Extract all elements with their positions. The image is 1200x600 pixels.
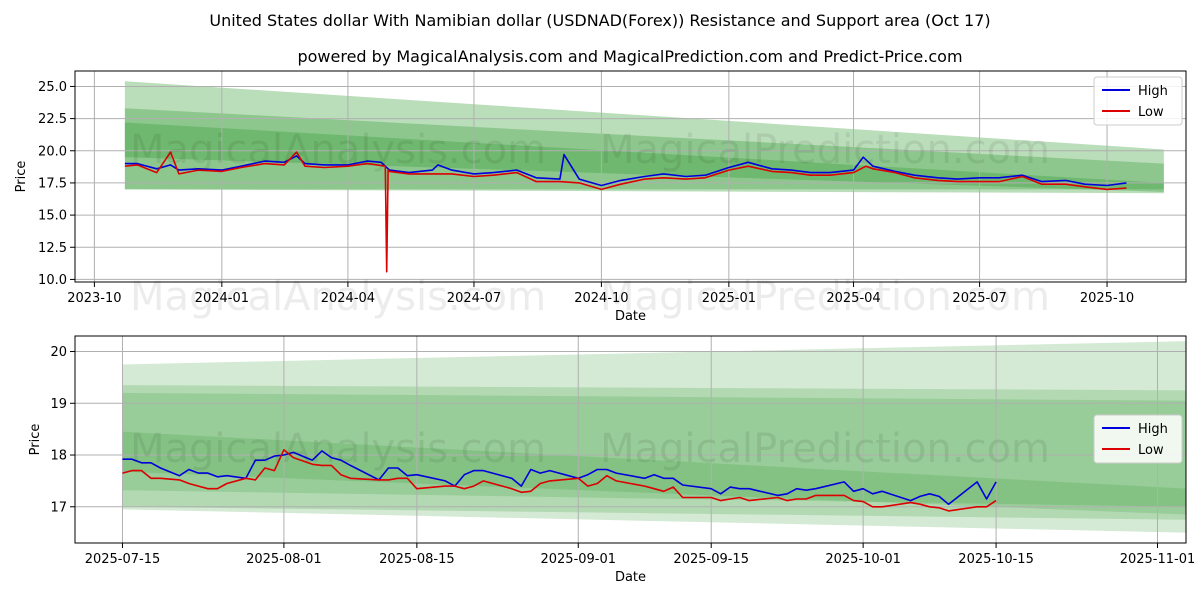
y-axis-label: Price [14, 161, 29, 193]
x-tick-label: 2025-08-15 [379, 552, 455, 567]
x-tick-label: 2025-11-01 [1120, 552, 1196, 567]
x-tick-label: 2025-07-15 [85, 552, 161, 567]
y-tick-label: 20 [50, 345, 67, 360]
x-tick-label: 2024-04 [321, 291, 375, 306]
x-tick-label: 2024-01 [195, 291, 249, 306]
chart-subtitle: powered by MagicalAnalysis.com and Magic… [297, 47, 962, 66]
x-tick-label: 2025-01 [702, 291, 756, 306]
series-line-high [124, 153, 1127, 187]
band-area [122, 385, 1186, 520]
x-axis-label: Date [615, 570, 646, 585]
y-tick-label: 12.5 [38, 241, 67, 256]
plot-frame [74, 70, 1187, 283]
legend-label-low: Low [1138, 443, 1164, 458]
y-tick-label: 17.5 [38, 176, 67, 191]
band-area [122, 341, 1186, 533]
band-area [122, 431, 1186, 515]
watermark-prediction-bottom: MagicalPrediction.com [600, 426, 1050, 472]
bottom-panel: 2025-07-15 2025-08-01 2025-08-15 2025-09-01… [28, 335, 1196, 585]
y-tick-label: 17 [50, 500, 67, 515]
plot-frame [74, 335, 1187, 544]
x-tick-label: 2024-10 [574, 291, 628, 306]
watermark-analysis-top-inner: MagicalAnalysis.com [130, 127, 546, 173]
x-tick-label: 2025-10-01 [825, 552, 901, 567]
y-tick-label: 15.0 [38, 209, 67, 224]
series-line-low [122, 449, 997, 512]
legend-label-low: Low [1138, 105, 1164, 120]
watermark-analysis-bottom: MagicalAnalysis.com [130, 426, 546, 472]
y-tick-label: 10.0 [38, 273, 67, 288]
x-tick-label: 2025-07 [952, 291, 1006, 306]
y-tick-label: 19 [50, 397, 67, 412]
legend-label-high: High [1138, 84, 1168, 99]
series-line-high [122, 450, 997, 505]
y-tick-label: 18 [50, 449, 67, 464]
x-tick-label: 2025-04 [826, 291, 880, 306]
series-line-low [124, 151, 1127, 273]
y-axis-label: Price [28, 424, 43, 456]
chart-title: United States dollar With Namibian dolla… [209, 11, 990, 30]
watermark-prediction-top-inner: MagicalPrediction.com [600, 127, 1050, 173]
x-tick-label: 2025-08-01 [246, 552, 322, 567]
watermark-analysis-top: MagicalAnalysis.com [130, 274, 546, 320]
y-tick-label: 20.0 [38, 144, 67, 159]
x-tick-label: 2025-10 [1080, 291, 1134, 306]
band-area [124, 81, 1164, 190]
x-axis-label: Date [615, 309, 646, 324]
y-tick-label: 25.0 [38, 80, 67, 95]
x-tick-label: 2023-10 [67, 291, 121, 306]
watermark-prediction-top: MagicalPrediction.com [600, 274, 1050, 320]
x-tick-label: 2024-07 [447, 291, 501, 306]
x-tick-label: 2025-09-15 [673, 552, 749, 567]
band-area [122, 392, 1186, 507]
legend-label-high: High [1138, 422, 1168, 437]
top-panel: 2023-10 2024-01 2024-04 2024-07 2024-10 2025-… [14, 70, 1187, 324]
x-tick-label: 2025-09-01 [540, 552, 616, 567]
y-tick-label: 22.5 [38, 112, 67, 127]
x-tick-label: 2025-10-15 [958, 552, 1034, 567]
